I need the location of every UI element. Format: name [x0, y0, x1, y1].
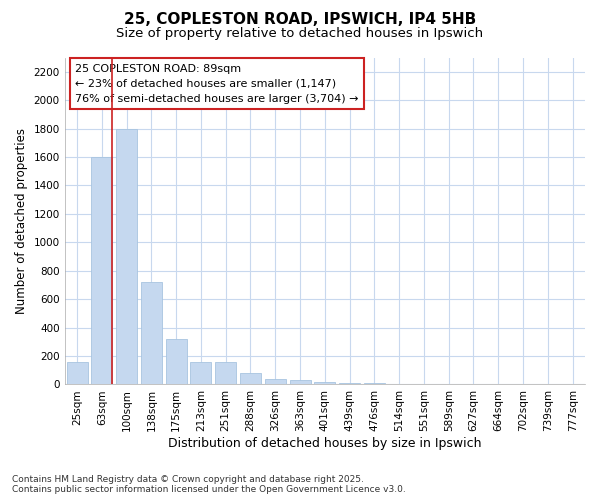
- Bar: [91, 157, 112, 384]
- Text: Size of property relative to detached houses in Ipswich: Size of property relative to detached ho…: [116, 28, 484, 40]
- Bar: [190, 362, 211, 384]
- Y-axis label: Number of detached properties: Number of detached properties: [15, 128, 28, 314]
- Bar: [339, 383, 360, 384]
- Bar: [116, 128, 137, 384]
- Text: 25 COPLESTON ROAD: 89sqm
← 23% of detached houses are smaller (1,147)
76% of sem: 25 COPLESTON ROAD: 89sqm ← 23% of detach…: [75, 64, 359, 104]
- Bar: [265, 379, 286, 384]
- Bar: [314, 382, 335, 384]
- X-axis label: Distribution of detached houses by size in Ipswich: Distribution of detached houses by size …: [168, 437, 482, 450]
- Bar: [290, 380, 311, 384]
- Bar: [364, 383, 385, 384]
- Text: 25, COPLESTON ROAD, IPSWICH, IP4 5HB: 25, COPLESTON ROAD, IPSWICH, IP4 5HB: [124, 12, 476, 28]
- Bar: [166, 339, 187, 384]
- Bar: [240, 373, 261, 384]
- Bar: [141, 282, 162, 384]
- Bar: [215, 362, 236, 384]
- Text: Contains HM Land Registry data © Crown copyright and database right 2025.: Contains HM Land Registry data © Crown c…: [12, 475, 364, 484]
- Text: Contains public sector information licensed under the Open Government Licence v3: Contains public sector information licen…: [12, 485, 406, 494]
- Bar: [67, 362, 88, 384]
